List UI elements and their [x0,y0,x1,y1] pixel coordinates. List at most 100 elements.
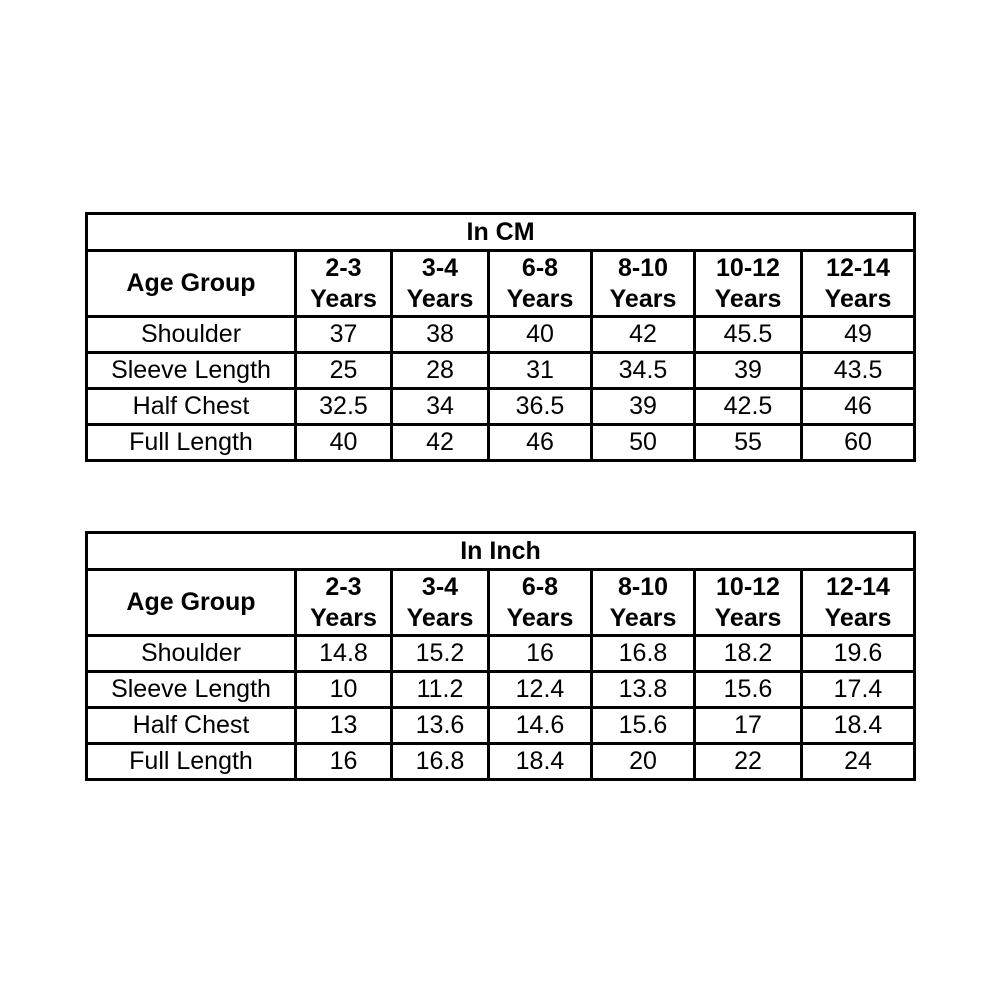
row-label: Sleeve Length [85,670,297,709]
measurement-row: Half Chest 13 13.6 14.6 15.6 17 18.4 [85,706,916,745]
column-header: 12-14 Years [800,568,916,637]
measurement-row: Half Chest 32.5 34 36.5 39 42.5 46 [85,387,917,426]
cell-value: 22 [693,742,803,781]
cell-value: 37 [294,315,393,354]
age-unit: Years [824,284,892,313]
cell-value: 20 [590,742,696,781]
cell-value: 13.8 [590,670,696,709]
age-unit: Years [714,603,782,632]
measurement-row: Shoulder 37 38 40 42 45.5 49 [85,315,917,354]
cell-value: 45.5 [693,315,803,354]
measurement-row: Full Length 16 16.8 18.4 20 22 24 [85,742,916,781]
cell-value: 46 [799,387,917,426]
cell-value: 18.2 [693,634,803,673]
measurement-row: Full Length 40 42 46 50 55 60 [85,423,917,462]
column-header: 8-10 Years [590,249,696,318]
cell-value: 40 [487,315,593,354]
age-range: 8-10 [617,253,669,282]
cell-value: 49 [799,315,917,354]
cell-value: 24 [800,742,916,781]
cell-value: 25 [294,351,393,390]
cell-value: 34.5 [590,351,696,390]
column-header: 8-10 Years [590,568,696,637]
cell-value: 17 [693,706,803,745]
cell-value: 11.2 [390,670,490,709]
cell-value: 16 [487,634,593,673]
age-unit: Years [609,603,677,632]
age-range: 12-14 [826,253,890,282]
age-range: 6-8 [521,572,559,601]
cell-value: 28 [390,351,490,390]
cell-value: 43.5 [799,351,917,390]
row-label: Half Chest [85,387,297,426]
column-header: 3-4 Years [390,249,490,318]
cell-value: 10 [294,670,393,709]
cell-value: 31 [487,351,593,390]
age-range: 2-3 [325,572,362,601]
cell-value: 34 [390,387,490,426]
age-unit: Years [310,284,377,313]
cell-value: 12.4 [487,670,593,709]
cell-value: 38 [390,315,490,354]
age-range: 3-4 [421,572,459,601]
age-unit: Years [506,603,574,632]
cell-value: 42 [590,315,696,354]
cell-value: 46 [487,423,593,462]
cm-size-table: In CM Age Group 2-3 Years 3-4 Years 6-8 … [84,212,917,462]
cell-value: 42.5 [693,387,803,426]
age-range: 10-12 [716,253,780,282]
column-header: 6-8 Years [487,568,593,637]
cell-value: 32.5 [294,387,393,426]
cell-value: 14.6 [487,706,593,745]
row-label: Sleeve Length [85,351,297,390]
cell-value: 16.8 [390,742,490,781]
age-group-header: Age Group [85,568,297,637]
cell-value: 39 [693,351,803,390]
cell-value: 39 [590,387,696,426]
cell-value: 16 [294,742,393,781]
title-row: In CM [84,212,917,252]
cell-value: 50 [590,423,696,462]
cell-value: 16.8 [590,634,696,673]
age-unit: Years [406,284,474,313]
cell-value: 13.6 [390,706,490,745]
cell-value: 15.6 [693,670,803,709]
age-range: 3-4 [421,253,459,282]
title-row: In Inch [85,531,916,571]
cell-value: 36.5 [487,387,593,426]
row-label: Full Length [85,742,297,781]
row-label: Shoulder [85,634,297,673]
row-label: Full Length [85,423,297,462]
cell-value: 15.2 [390,634,490,673]
column-header: 6-8 Years [487,249,593,318]
cell-value: 55 [693,423,803,462]
age-unit: Years [824,603,892,632]
row-label: Half Chest [85,706,297,745]
age-range: 6-8 [521,253,559,282]
cell-value: 18.4 [487,742,593,781]
header-row: Age Group 2-3 Years 3-4 Years 6-8 Years … [85,568,916,637]
age-range: 12-14 [826,572,890,601]
column-header: 10-12 Years [693,568,803,637]
age-unit: Years [506,284,574,313]
age-unit: Years [310,603,377,632]
cell-value: 60 [799,423,917,462]
column-header: 2-3 Years [294,568,393,637]
measurement-row: Sleeve Length 25 28 31 34.5 39 43.5 [85,351,917,390]
cell-value: 17.4 [800,670,916,709]
table-title: In CM [84,212,917,252]
column-header: 10-12 Years [693,249,803,318]
age-unit: Years [609,284,677,313]
age-range: 10-12 [716,572,780,601]
column-header: 2-3 Years [294,249,393,318]
measurement-row: Sleeve Length 10 11.2 12.4 13.8 15.6 17.… [85,670,916,709]
table-title: In Inch [85,531,916,571]
age-group-header: Age Group [85,249,297,318]
measurement-row: Shoulder 14.8 15.2 16 16.8 18.2 19.6 [85,634,916,673]
column-header: 12-14 Years [799,249,917,318]
age-unit: Years [406,603,474,632]
cell-value: 18.4 [800,706,916,745]
cell-value: 42 [390,423,490,462]
header-row: Age Group 2-3 Years 3-4 Years 6-8 Years … [85,249,917,318]
age-range: 2-3 [325,253,362,282]
